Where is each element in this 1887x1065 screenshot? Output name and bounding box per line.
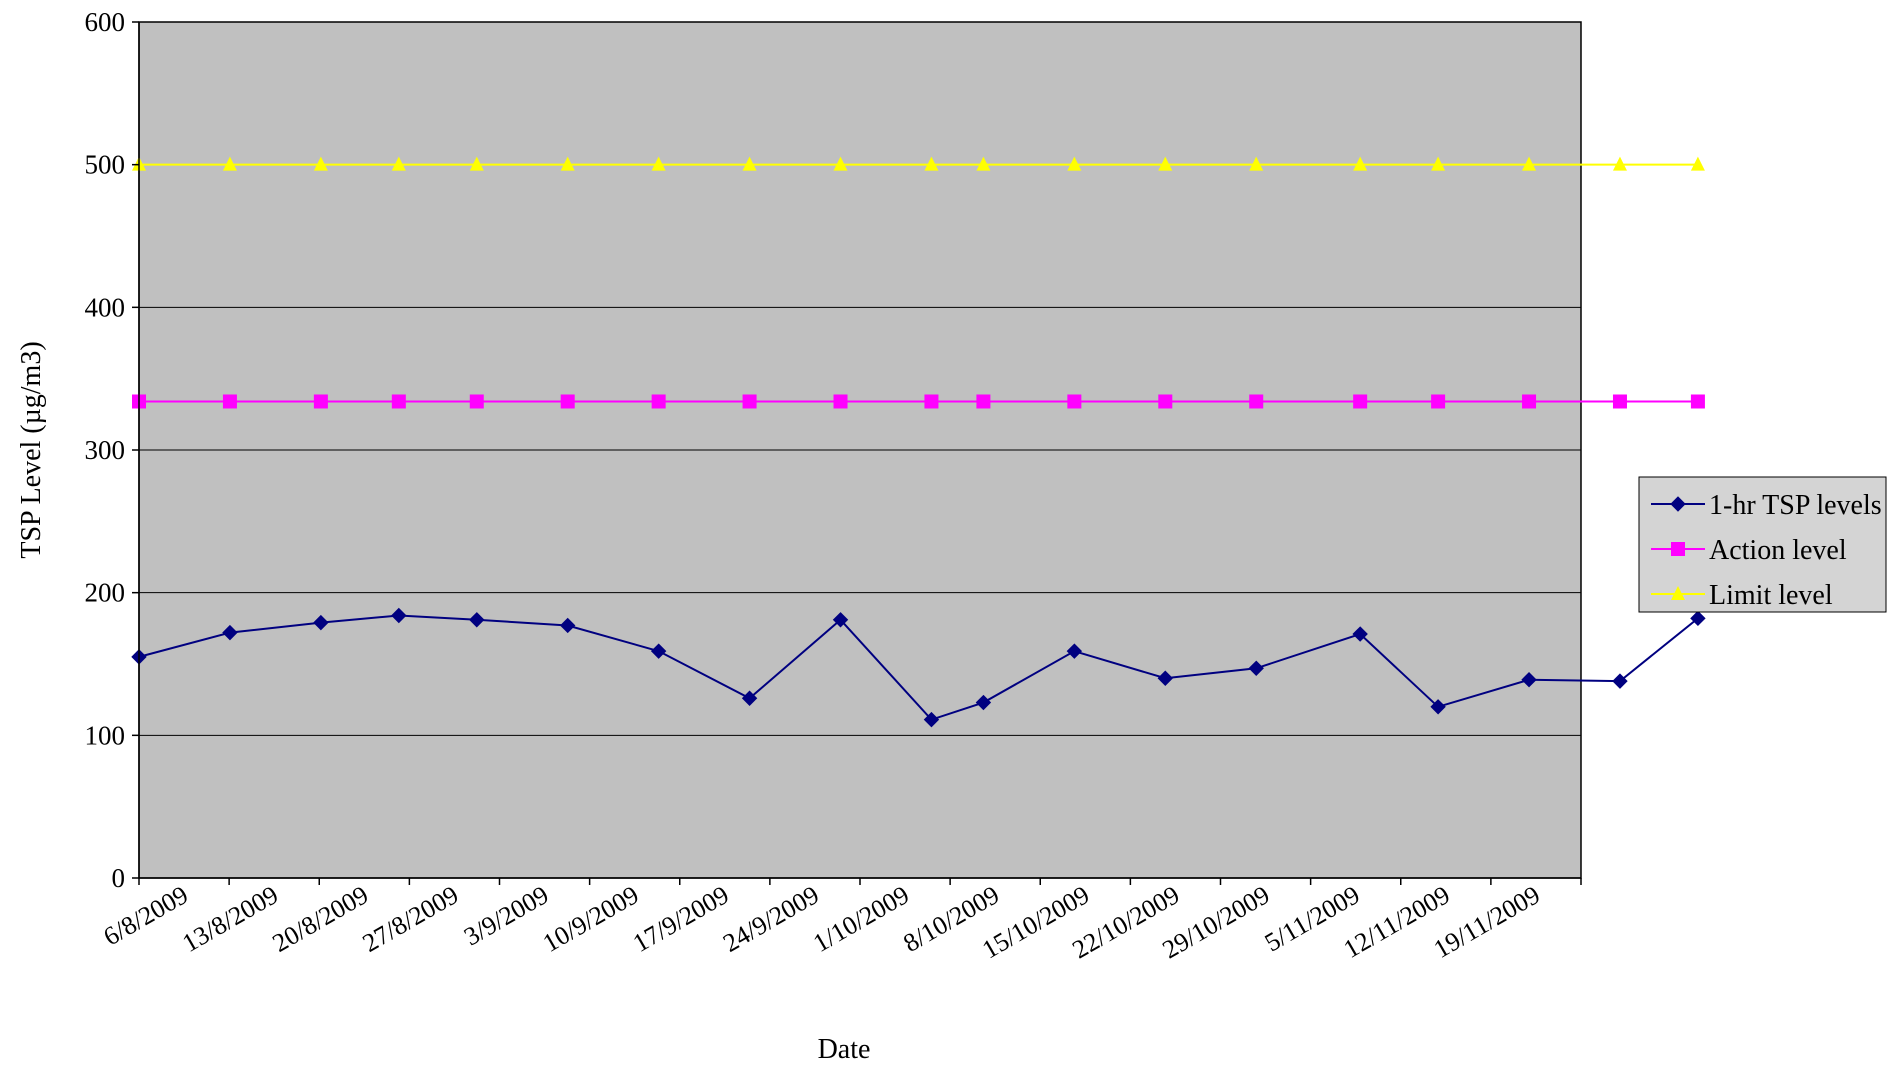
point bbox=[741, 690, 758, 706]
point bbox=[1157, 670, 1173, 686]
x-tick-label: 1/10/2009 bbox=[808, 880, 914, 958]
point bbox=[1612, 394, 1627, 409]
point bbox=[560, 156, 575, 171]
point bbox=[975, 694, 992, 711]
point bbox=[650, 643, 667, 659]
point bbox=[1067, 156, 1082, 171]
point bbox=[1522, 394, 1537, 409]
point bbox=[1671, 586, 1685, 600]
point bbox=[923, 711, 940, 728]
point bbox=[1353, 156, 1368, 171]
y-axis-title: TSP Level (µg/m3) bbox=[16, 341, 47, 558]
point bbox=[469, 156, 484, 171]
legend-item: Limit level bbox=[1651, 580, 1833, 611]
point bbox=[1612, 673, 1628, 689]
point bbox=[924, 394, 939, 409]
point bbox=[742, 394, 757, 409]
point bbox=[1158, 156, 1173, 171]
x-tick-label: 24/9/2009 bbox=[718, 880, 824, 958]
point bbox=[1158, 394, 1173, 409]
point bbox=[313, 614, 329, 631]
legend-item: 1-hr TSP levels bbox=[1651, 490, 1882, 521]
point bbox=[313, 394, 328, 409]
point bbox=[833, 394, 848, 409]
series-action-level bbox=[132, 394, 1705, 409]
x-tick-label: 13/8/2009 bbox=[177, 880, 283, 958]
legend-label: Action level bbox=[1709, 535, 1847, 566]
series-layer bbox=[131, 156, 1706, 728]
point bbox=[222, 156, 237, 171]
point bbox=[742, 156, 757, 171]
point bbox=[469, 612, 485, 628]
point bbox=[469, 394, 484, 409]
x-tick-label: 17/9/2009 bbox=[628, 880, 734, 958]
point bbox=[1612, 156, 1627, 171]
x-tick-label: 10/9/2009 bbox=[538, 880, 644, 958]
point bbox=[1352, 626, 1368, 642]
legend: 1-hr TSP levels Action level Limit level bbox=[1638, 476, 1887, 613]
point bbox=[1522, 156, 1537, 171]
point bbox=[1690, 610, 1706, 627]
point bbox=[1431, 394, 1446, 409]
point bbox=[976, 394, 991, 409]
point bbox=[1431, 156, 1446, 171]
x-axis: 6/8/200913/8/200920/8/200927/8/20093/9/2… bbox=[98, 877, 1582, 964]
x-tick-label: 20/8/2009 bbox=[267, 880, 373, 958]
legend-label: Limit level bbox=[1709, 580, 1833, 611]
point bbox=[391, 156, 406, 171]
point bbox=[222, 624, 238, 641]
point bbox=[560, 394, 575, 409]
point bbox=[1430, 699, 1446, 715]
point bbox=[832, 612, 849, 628]
point bbox=[1690, 394, 1705, 409]
point bbox=[222, 394, 237, 409]
point bbox=[1249, 156, 1264, 171]
x-tick-label: 3/9/2009 bbox=[459, 880, 554, 951]
point bbox=[391, 607, 407, 624]
y-tick-label: 0 bbox=[112, 863, 126, 893]
point bbox=[651, 394, 666, 409]
y-tick-label: 500 bbox=[85, 150, 126, 180]
legend-item: Action level bbox=[1651, 535, 1847, 566]
point bbox=[559, 617, 576, 634]
y-tick-label: 200 bbox=[85, 578, 126, 608]
point bbox=[1671, 542, 1685, 556]
point bbox=[833, 156, 848, 171]
y-tick-label: 300 bbox=[85, 435, 126, 465]
x-tick-label: 27/8/2009 bbox=[358, 880, 464, 958]
y-tick-label: 100 bbox=[85, 720, 126, 750]
y-axis: 0 100 200 300 400 500 600 bbox=[85, 7, 140, 893]
point bbox=[1067, 394, 1082, 409]
x-axis-title: Date bbox=[818, 1034, 871, 1065]
point bbox=[391, 394, 406, 409]
y-tick-label: 400 bbox=[85, 292, 126, 322]
point bbox=[313, 156, 328, 171]
point bbox=[1353, 394, 1368, 409]
point bbox=[651, 156, 666, 171]
point bbox=[1670, 496, 1686, 512]
point bbox=[1066, 643, 1083, 659]
point bbox=[1248, 660, 1264, 676]
point bbox=[976, 156, 991, 171]
point bbox=[1690, 156, 1705, 171]
legend-label: 1-hr TSP levels bbox=[1709, 490, 1882, 521]
point bbox=[924, 156, 939, 171]
point bbox=[1521, 671, 1537, 688]
y-tick-label: 600 bbox=[85, 7, 126, 37]
point bbox=[1249, 394, 1264, 409]
